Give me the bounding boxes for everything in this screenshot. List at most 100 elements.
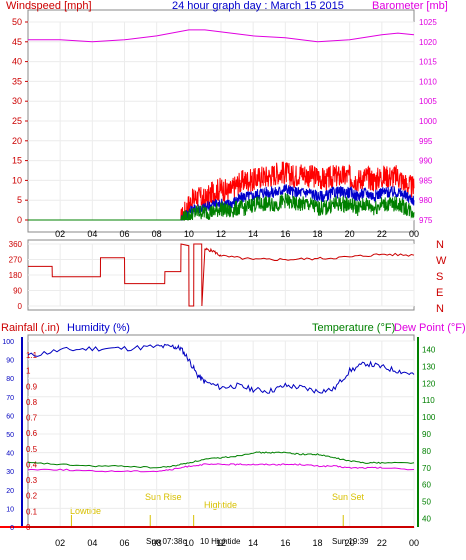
barometer-tick-label: 1025 [419, 18, 437, 27]
lowtide-label: Lowtide [70, 506, 101, 516]
direction-compass-label: W [436, 255, 447, 267]
temperature-tick-label: 140 [422, 345, 436, 354]
humidity-x-tick-label: 18 [312, 538, 322, 548]
temperature-tick-label: 100 [422, 413, 436, 422]
barometer-tick-label: 995 [419, 137, 433, 146]
humidity-line [27, 343, 415, 394]
humidity-x-tick-label: 00 [409, 538, 419, 548]
sunset-label: Sun Set [332, 492, 365, 502]
barometer-tick-label: 975 [419, 216, 433, 225]
wind-axis-label: Windspeed [mph] [6, 0, 92, 12]
temperature-tick-label: 90 [422, 430, 431, 439]
barometer-line [28, 29, 415, 43]
wind-direction-line [28, 243, 415, 307]
wind-x-tick-label: 22 [377, 229, 387, 239]
humidity-x-tick-label: 20 [345, 538, 355, 548]
rainfall-tick-label: 0.6 [26, 429, 38, 438]
humidity-tick-label: 100 [2, 339, 14, 346]
humidity-tick-label: 90 [6, 358, 14, 365]
humidity-tick-label: 30 [6, 469, 14, 476]
temperature-tick-label: 60 [422, 481, 431, 490]
wind-tick-label: 10 [12, 175, 22, 185]
humidity-x-tick-label: 22 [377, 538, 387, 548]
rainfall-tick-label: 0.3 [26, 476, 38, 485]
humidity-x-tick-label: 14 [248, 538, 258, 548]
wind-average-line [28, 184, 415, 221]
humidity-x-tick-label: 06 [119, 538, 129, 548]
wind-x-tick-label: 00 [409, 229, 419, 239]
rainfall-tick-label: 1.1 [26, 351, 38, 360]
humidity-tick-label: 0 [10, 525, 14, 532]
direction-compass-label: E [436, 287, 443, 299]
direction-tick-label: 0 [18, 302, 23, 311]
direction-tick-label: 180 [9, 271, 23, 280]
direction-tick-label: 270 [9, 256, 23, 265]
wind-speed-line [28, 193, 415, 221]
temperature-tick-label: 80 [422, 447, 431, 456]
humidity-tick-label: 60 [6, 413, 14, 420]
wind-tick-label: 20 [12, 136, 22, 146]
wind-tick-label: 40 [12, 57, 22, 67]
dewpoint-axis-label: Dew Point (°F) [394, 322, 466, 334]
barometer-tick-label: 1010 [419, 77, 437, 86]
direction-compass-label: S [436, 271, 443, 283]
hightide-time-label: 10 Hightide [200, 537, 241, 546]
direction-compass-label: N [436, 239, 444, 251]
dewpoint-line [27, 463, 415, 473]
wind-tick-label: 50 [12, 17, 22, 27]
temperature-tick-label: 50 [422, 498, 431, 507]
barometer-tick-label: 1020 [419, 38, 437, 47]
humidity-tick-label: 50 [6, 432, 14, 439]
rainfall-tick-label: 0.4 [26, 460, 38, 469]
wind-tick-label: 35 [12, 76, 22, 86]
direction-tick-label: 90 [13, 287, 22, 296]
humidity-x-tick-label: 10 [184, 538, 194, 548]
rainfall-tick-label: 0.2 [26, 492, 38, 501]
wind-tick-label: 45 [12, 37, 22, 47]
temperature-tick-label: 110 [422, 396, 435, 405]
humidity-tick-label: 20 [6, 488, 14, 495]
humidity-tick-label: 70 [6, 395, 14, 402]
rainfall-tick-label: 0.8 [26, 398, 38, 407]
wind-tick-label: 25 [12, 116, 22, 126]
barometer-tick-label: 1005 [419, 97, 437, 106]
humidity-x-tick-label: 16 [280, 538, 290, 548]
wind-x-tick-label: 10 [184, 229, 194, 239]
humidity-tick-label: 80 [6, 376, 14, 383]
humidity-tick-label: 40 [6, 451, 14, 458]
barometer-tick-label: 985 [419, 176, 433, 185]
temperature-tick-label: 40 [422, 515, 431, 524]
wind-gust-line [28, 161, 415, 221]
wind-tick-label: 5 [17, 195, 22, 205]
temperature-tick-label: 70 [422, 464, 431, 473]
humidity-x-tick-label: 04 [87, 538, 97, 548]
wind-tick-label: 30 [12, 96, 22, 106]
rainfall-tick-label: 1 [26, 367, 31, 376]
rainfall-tick-label: 0.1 [26, 507, 38, 516]
wind-x-tick-label: 18 [312, 229, 322, 239]
humidity-tick-label: 10 [6, 506, 14, 513]
wind-x-tick-label: 04 [87, 229, 97, 239]
sunrise-time-label: Sun 07:38c [146, 537, 186, 546]
rainfall-tick-label: 0.5 [26, 445, 38, 454]
humidity-axis-label: Humidity (%) [67, 322, 130, 334]
chart-title: 24 hour graph day : March 15 2015 [172, 0, 344, 12]
wind-x-tick-label: 14 [248, 229, 258, 239]
wind-tick-label: 15 [12, 156, 22, 166]
rainfall-axis-label: Rainfall (.in) [1, 322, 60, 334]
rainfall-tick-label: 0.7 [26, 414, 38, 423]
humidity-x-tick-label: 02 [55, 538, 65, 548]
wind-tick-label: 0 [17, 215, 22, 225]
wind-x-tick-label: 12 [216, 229, 226, 239]
sunset-time-label: Sun 19:39 [332, 537, 369, 546]
temperature-line [27, 451, 415, 469]
temperature-tick-label: 130 [422, 362, 436, 371]
barometer-axis-label: Barometer [mb] [372, 0, 448, 12]
sunrise-label: Sun Rise [145, 492, 182, 502]
temperature-axis-label: Temperature (°F) [312, 322, 395, 334]
wind-x-tick-label: 16 [280, 229, 290, 239]
humidity-x-tick-label: 12 [216, 538, 226, 548]
rainfall-tick-label: 0.9 [26, 382, 38, 391]
